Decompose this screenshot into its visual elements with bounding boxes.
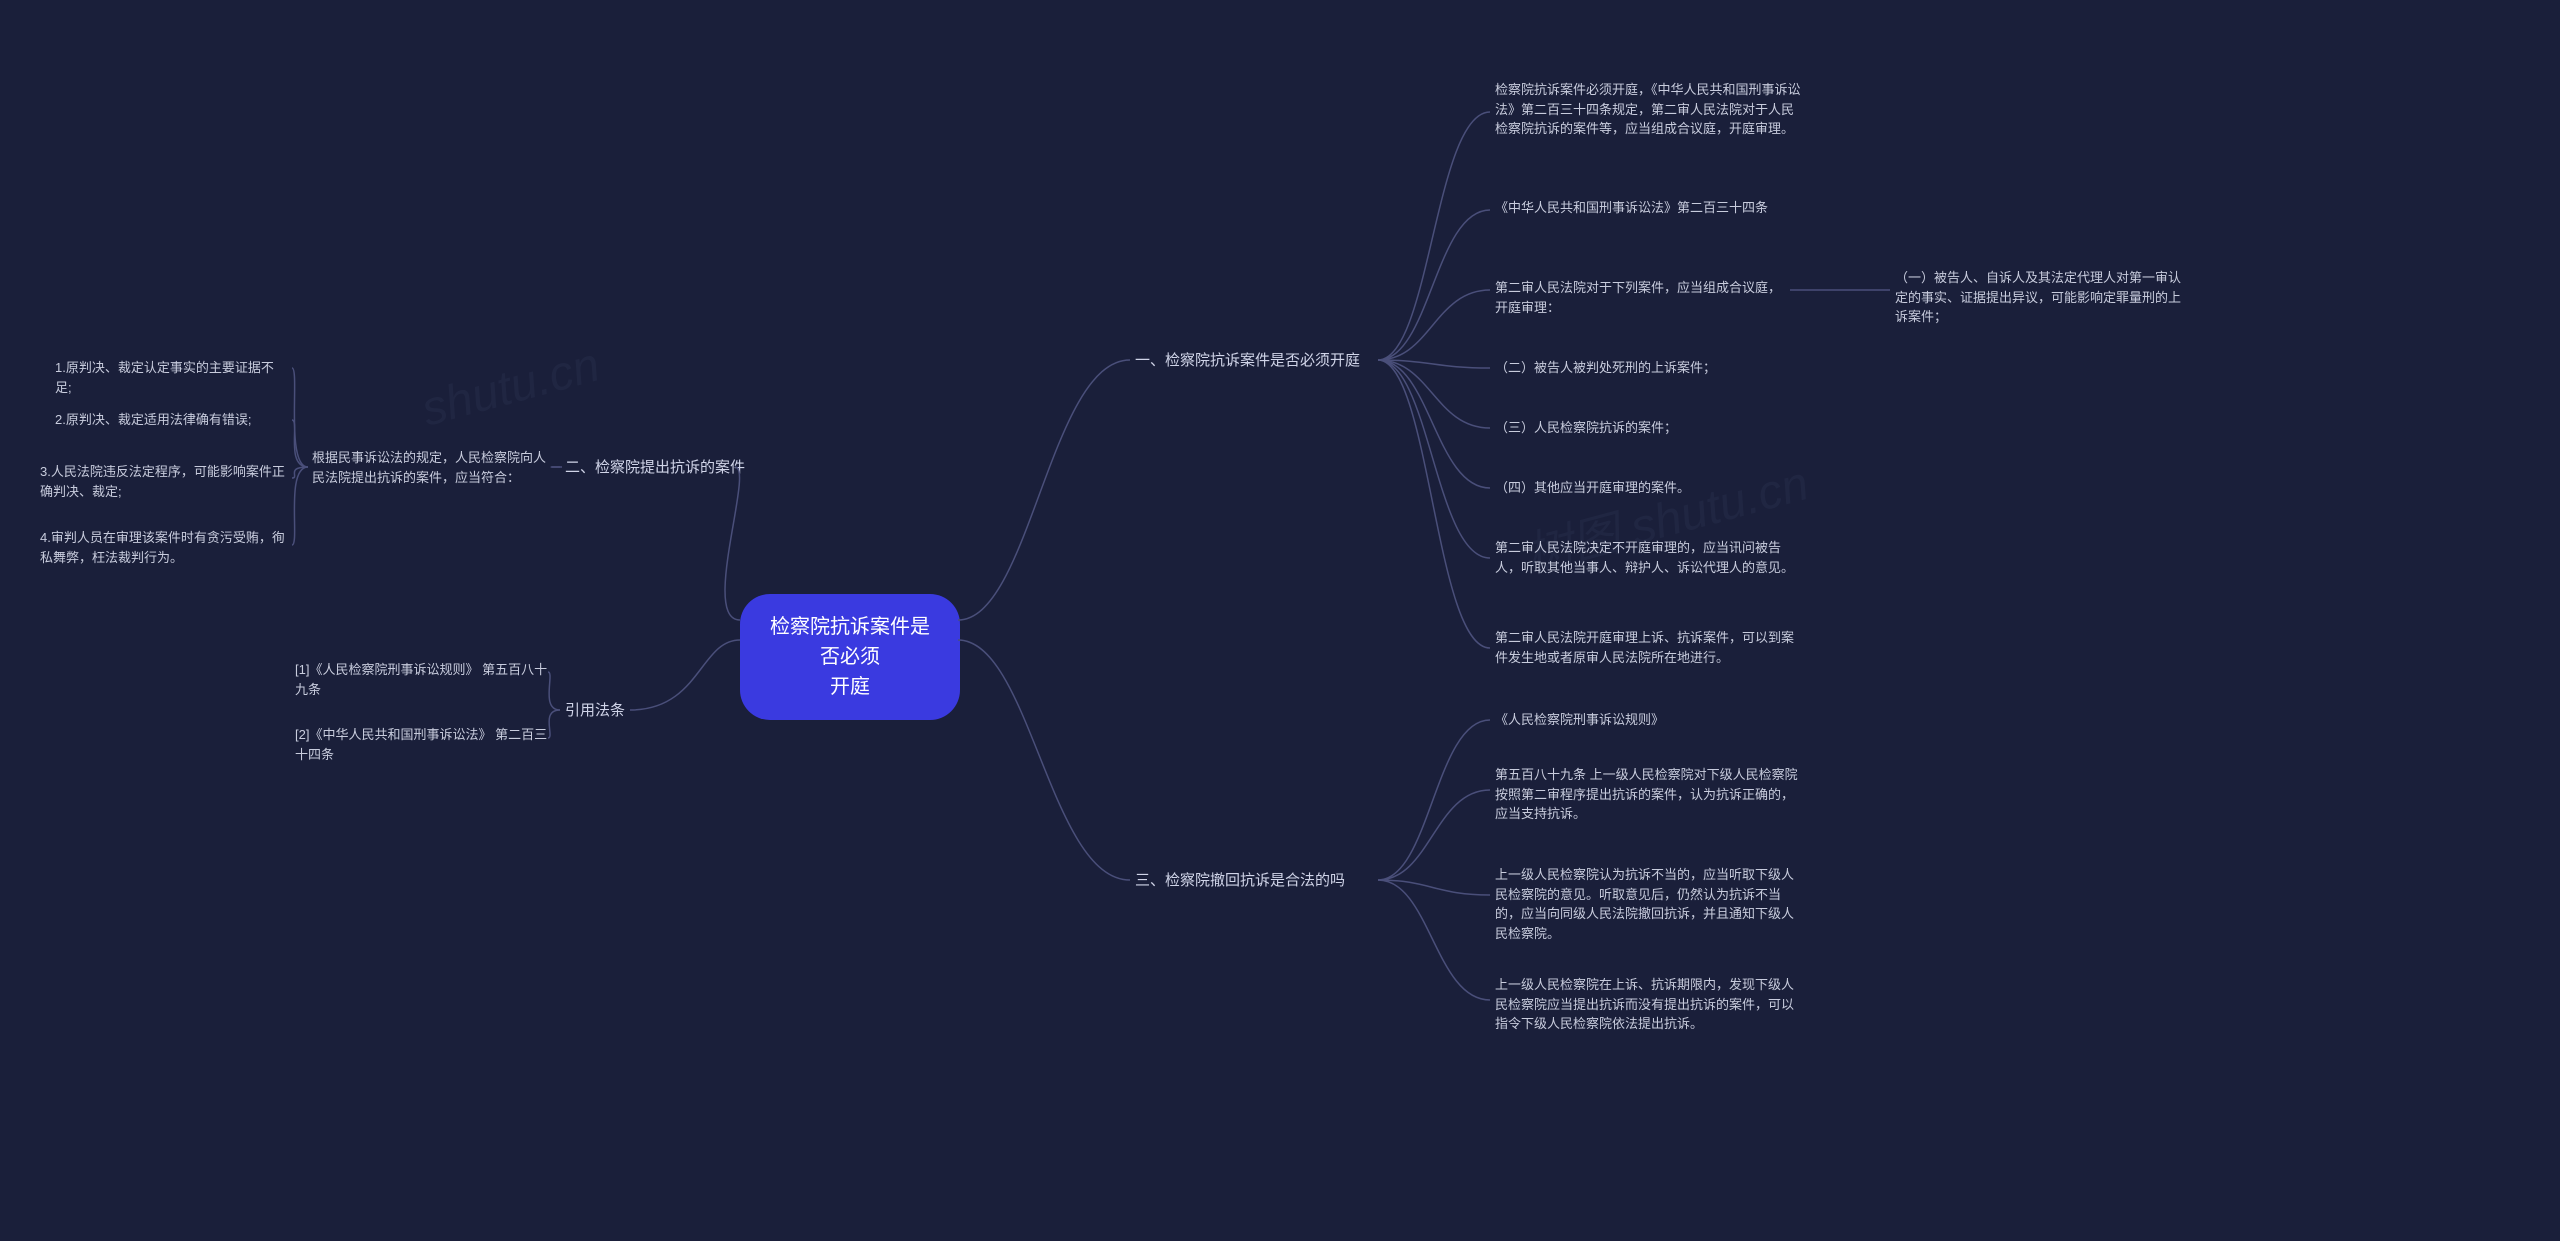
connectors-final: [0, 0, 2560, 1241]
